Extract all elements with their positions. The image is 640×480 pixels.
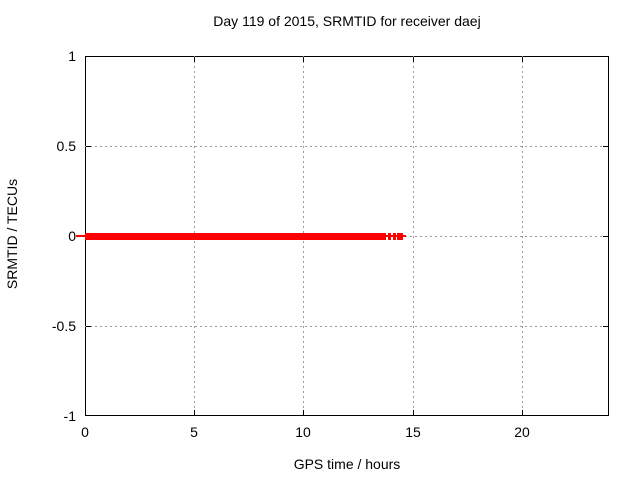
y-zero-red-tick (76, 235, 85, 237)
y-tick-label: 1 (68, 48, 76, 64)
x-tick-mark-top (303, 57, 304, 62)
y-tick-label: -0.5 (51, 318, 76, 334)
x-tick-mark-bottom (413, 410, 414, 415)
y-gridline (85, 146, 609, 147)
x-tick-label: 15 (405, 424, 421, 440)
y-tick-label: 0.5 (56, 138, 76, 154)
series-segment (85, 233, 386, 240)
y-gridline (85, 326, 609, 327)
x-tick-label: 20 (514, 424, 530, 440)
series-segment (388, 233, 391, 240)
x-tick-label: 10 (295, 424, 311, 440)
series-segment (397, 233, 403, 240)
x-tick-mark-top (522, 57, 523, 62)
y-tick-mark-right (603, 236, 608, 237)
x-tick-mark-top (413, 57, 414, 62)
y-tick-label: -1 (63, 408, 76, 424)
x-tick-mark-top (194, 57, 195, 62)
y-tick-label: 0 (68, 228, 76, 244)
x-tick-mark-bottom (522, 410, 523, 415)
y-tick-mark-left (86, 326, 91, 327)
x-tick-mark-bottom (194, 410, 195, 415)
chart-title: Day 119 of 2015, SRMTID for receiver dae… (213, 13, 481, 29)
x-axis-label: GPS time / hours (293, 456, 401, 472)
x-tick-mark-bottom (303, 410, 304, 415)
y-tick-mark-left (86, 146, 91, 147)
x-tick-label: 5 (190, 424, 198, 440)
x-tick-label: 0 (81, 424, 89, 440)
series-segment (393, 233, 396, 240)
plot-area (85, 56, 609, 416)
y-tick-mark-right (603, 146, 608, 147)
y-tick-mark-right (603, 326, 608, 327)
